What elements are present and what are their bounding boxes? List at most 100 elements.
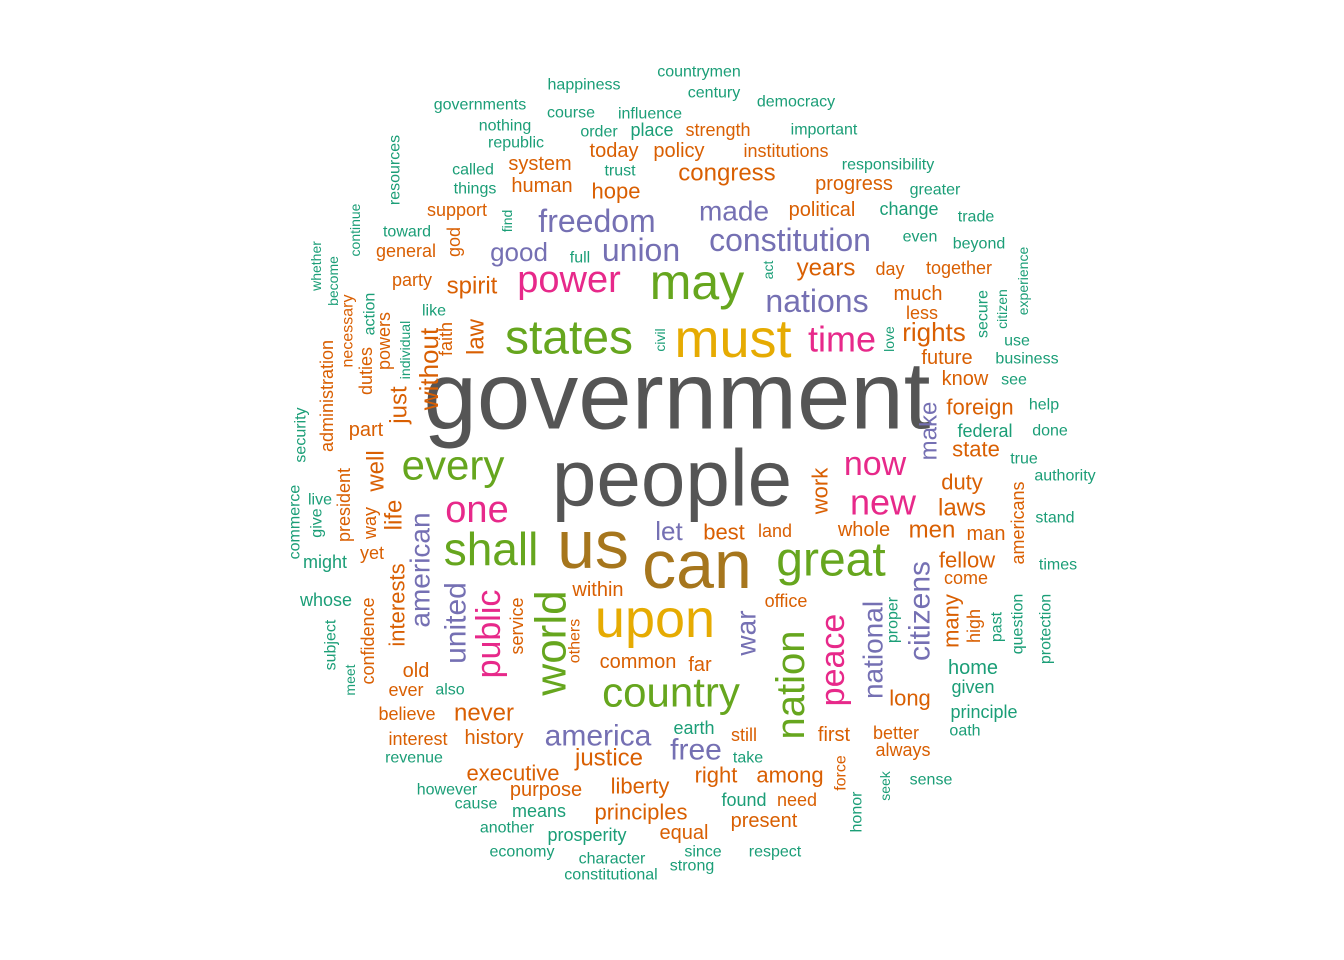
word-believe: believe — [378, 704, 435, 724]
word-principle: principle — [950, 702, 1017, 722]
word-take: take — [733, 750, 763, 767]
word-system: system — [508, 153, 571, 175]
word-nothing: nothing — [479, 118, 532, 135]
word-better: better — [873, 723, 919, 743]
word-others: others — [567, 619, 584, 663]
word-become: become — [325, 256, 341, 306]
word-beyond: beyond — [953, 236, 1006, 253]
word-now: now — [844, 445, 907, 483]
word-cause: cause — [455, 796, 498, 813]
word-strength: strength — [685, 120, 750, 140]
word-god: god — [444, 227, 464, 257]
word-america: america — [545, 720, 652, 753]
word-upon: upon — [595, 589, 715, 649]
word-american: american — [405, 512, 436, 627]
word-security: security — [293, 407, 310, 462]
word-ever: ever — [388, 680, 423, 700]
word-citizen: citizen — [994, 289, 1010, 329]
word-countrymen: countrymen — [657, 64, 741, 81]
word-since: since — [684, 844, 721, 861]
word-duty: duty — [941, 470, 983, 495]
word-americans: americans — [1008, 481, 1028, 564]
word-stand: stand — [1035, 510, 1074, 527]
word-hope: hope — [592, 179, 641, 204]
word-policy: policy — [653, 140, 704, 162]
word-political: political — [789, 199, 856, 221]
word-civil: civil — [652, 328, 668, 351]
word-life: life — [381, 500, 408, 531]
word-change: change — [879, 199, 938, 219]
word-old: old — [403, 660, 430, 682]
word-protection: protection — [1038, 594, 1055, 664]
word-principles: principles — [595, 800, 688, 825]
word-seek: seek — [877, 770, 893, 801]
word-years: years — [797, 255, 856, 282]
word-necessary: necessary — [340, 295, 357, 368]
word-even: even — [903, 229, 938, 246]
word-might: might — [303, 552, 347, 572]
word-proper: proper — [885, 596, 902, 643]
word-still: still — [731, 725, 757, 745]
word-respect: respect — [749, 844, 802, 861]
word-oath: oath — [949, 723, 980, 740]
word-work: work — [808, 467, 833, 515]
word-federal: federal — [957, 421, 1012, 441]
word-whole: whole — [837, 519, 890, 541]
word-without: without — [414, 327, 444, 411]
word-let: let — [655, 516, 683, 546]
word-trust: trust — [604, 163, 636, 180]
word-greater: greater — [910, 182, 961, 199]
word-support: support — [427, 200, 487, 220]
word-another: another — [480, 820, 535, 837]
word-high: high — [964, 609, 984, 643]
word-true: true — [1010, 451, 1038, 468]
word-found: found — [721, 790, 766, 810]
word-give: give — [309, 508, 326, 537]
word-national: national — [858, 601, 889, 699]
word-congress: congress — [678, 160, 775, 187]
word-public: public — [470, 590, 508, 679]
word-character: character — [579, 851, 646, 868]
word-influence: influence — [618, 106, 682, 123]
word-constitution: constitution — [709, 222, 871, 258]
word-men: men — [909, 517, 956, 544]
word-fellow: fellow — [939, 548, 995, 573]
word-new: new — [850, 482, 917, 523]
word-toward: toward — [383, 224, 431, 241]
word-come: come — [944, 568, 988, 588]
word-less: less — [906, 303, 938, 323]
word-peace: peace — [814, 614, 852, 707]
word-state: state — [952, 437, 1000, 462]
word-may: may — [650, 254, 744, 310]
word-liberty: liberty — [611, 774, 670, 799]
word-called: called — [452, 162, 494, 179]
word-order: order — [580, 124, 618, 141]
word-among: among — [756, 763, 823, 788]
word-make: make — [916, 402, 943, 461]
word-also: also — [435, 682, 464, 699]
word-us: us — [557, 507, 629, 583]
word-revenue: revenue — [385, 750, 443, 767]
word-business: business — [995, 351, 1058, 368]
word-man: man — [967, 523, 1006, 545]
word-can: can — [642, 527, 752, 603]
word-united: united — [440, 582, 473, 664]
word-equal: equal — [660, 822, 709, 844]
word-together: together — [926, 258, 992, 278]
word-just: just — [386, 386, 413, 425]
word-means: means — [512, 801, 566, 821]
word-see: see — [1001, 372, 1027, 389]
word-institutions: institutions — [743, 141, 828, 161]
word-nation: nation — [769, 631, 813, 740]
word-resources: resources — [387, 135, 404, 205]
word-time: time — [808, 319, 876, 360]
word-history: history — [465, 727, 524, 749]
word-good: good — [490, 237, 548, 267]
word-democracy: democracy — [757, 94, 835, 111]
word-day: day — [875, 259, 904, 279]
word-responsibility: responsibility — [842, 157, 934, 174]
word-place: place — [630, 120, 673, 140]
word-great: great — [776, 534, 885, 587]
word-rights: rights — [902, 317, 966, 347]
word-continue: continue — [347, 203, 363, 256]
